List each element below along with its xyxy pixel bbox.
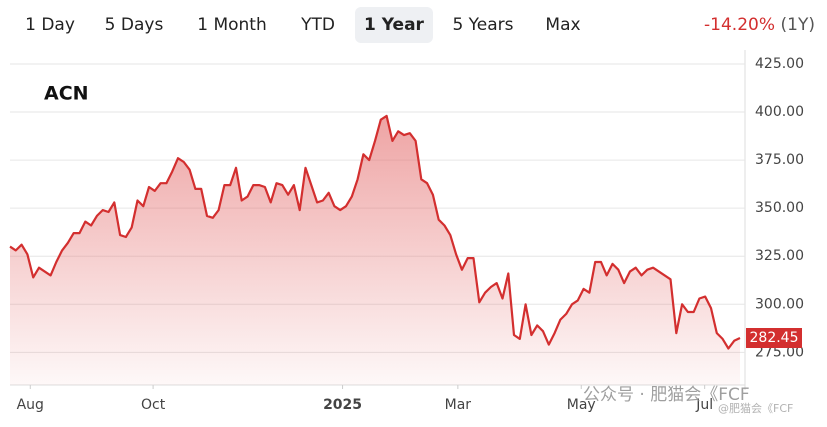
tab[interactable]: 5 Days: [105, 15, 164, 35]
y-tick-label: 300.00: [755, 296, 804, 312]
watermark: @肥猫会《FCF: [718, 402, 793, 415]
last-price: 282.45: [750, 330, 799, 346]
y-tick-label: 350.00: [755, 200, 804, 216]
last-price-badge: [746, 328, 802, 349]
y-tick-label: 325.00: [755, 248, 804, 264]
ticker: ACN: [44, 83, 89, 105]
watermark: 公众号 · 肥猫会《FCF: [583, 385, 750, 405]
x-tick-label: Oct: [141, 397, 166, 413]
change-period: (1Y): [781, 15, 815, 35]
area: [10, 115, 740, 386]
change: -14.20%: [704, 15, 775, 35]
y-tick-label: 425.00: [755, 56, 804, 72]
x-tick-label: 2025: [323, 397, 362, 413]
y-tick-label: 375.00: [755, 152, 804, 168]
tab[interactable]: 5 Years: [452, 15, 513, 35]
x-tick-label: May: [567, 397, 596, 413]
y-tick-label: 400.00: [755, 104, 804, 120]
tab[interactable]: 1 Month: [197, 15, 267, 35]
tab-active-bg: [355, 7, 433, 43]
x-tick-label: Mar: [445, 397, 472, 413]
price-line: [9, 114, 741, 350]
x-tick-label: Aug: [17, 397, 44, 413]
tab[interactable]: Max: [545, 15, 580, 35]
tab[interactable]: 1 Day: [25, 15, 75, 35]
y-tick-label: 275.00: [755, 344, 804, 360]
tab[interactable]: 1 Year: [364, 15, 424, 35]
x-tick-label: Jul: [695, 397, 713, 413]
tab[interactable]: YTD: [300, 15, 335, 35]
